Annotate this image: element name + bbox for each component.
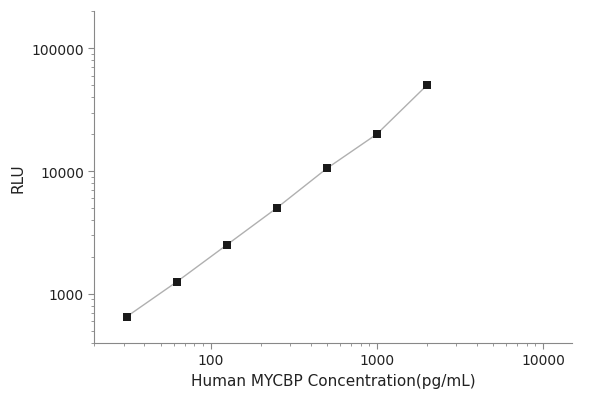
Point [222,242,231,249]
Point [122,314,132,320]
Point [422,83,431,89]
Point [372,131,382,138]
Point [172,279,181,285]
Y-axis label: RLU: RLU [11,163,26,192]
X-axis label: Human MYCBP Concentration(pg/mL): Human MYCBP Concentration(pg/mL) [191,373,476,388]
Point [322,166,332,172]
Point [272,205,281,212]
